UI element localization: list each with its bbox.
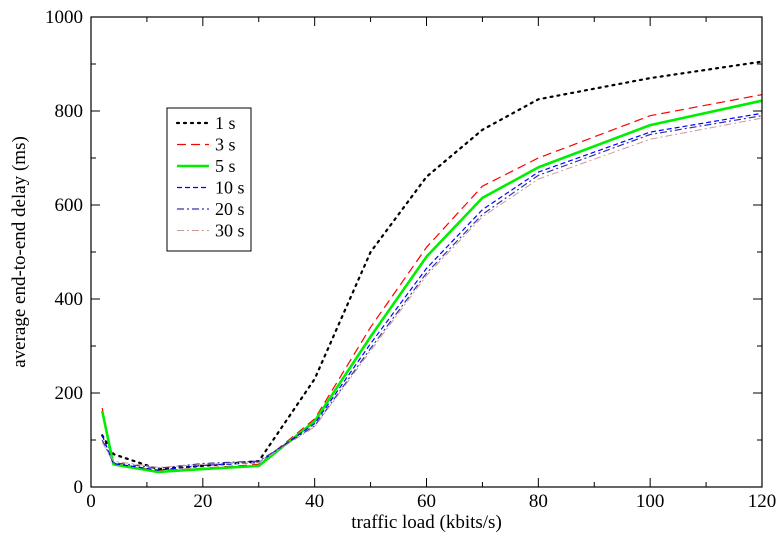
y-axis-label: average end-to-end delay (ms) bbox=[9, 136, 30, 368]
plot-frame bbox=[90, 16, 763, 488]
tick-labels: 0 20 40 60 80 100 120 0 200 400 600 800 1000 bbox=[45, 7, 776, 512]
series-line-3s bbox=[101, 94, 763, 472]
series-line-1s bbox=[101, 60, 764, 471]
legend: 1 s3 s5 s10 s20 s30 s bbox=[166, 107, 252, 252]
legend-label: 3 s bbox=[215, 135, 236, 155]
x-tick-label: 100 bbox=[636, 491, 665, 512]
x-tick-label: 40 bbox=[305, 491, 324, 512]
data-series bbox=[100, 60, 764, 474]
y-tick-label: 200 bbox=[55, 383, 84, 404]
series-line-5s bbox=[100, 99, 763, 474]
legend-label: 1 s bbox=[215, 113, 236, 133]
legend-label: 5 s bbox=[215, 156, 236, 176]
legend-box bbox=[166, 107, 252, 252]
legend-label: 20 s bbox=[215, 199, 245, 219]
x-axis-label: traffic load (kbits/s) bbox=[351, 512, 502, 533]
y-tick-label: 800 bbox=[55, 101, 84, 122]
x-tick-label: 120 bbox=[748, 491, 777, 512]
x-tick-label: 0 bbox=[86, 491, 96, 512]
legend-label: 10 s bbox=[215, 178, 245, 198]
y-tick-label: 1000 bbox=[45, 7, 83, 28]
y-tick-label: 600 bbox=[55, 195, 84, 216]
series-line-30s bbox=[101, 117, 763, 468]
y-tick-label: 400 bbox=[55, 289, 84, 310]
x-tick-label: 20 bbox=[193, 491, 212, 512]
y-tick-label: 0 bbox=[74, 477, 84, 498]
series-line-10s bbox=[101, 112, 763, 471]
x-tick-label: 80 bbox=[529, 491, 548, 512]
x-tick-label: 60 bbox=[417, 491, 436, 512]
legend-label: 30 s bbox=[215, 221, 245, 241]
series-line-20s bbox=[101, 115, 763, 469]
